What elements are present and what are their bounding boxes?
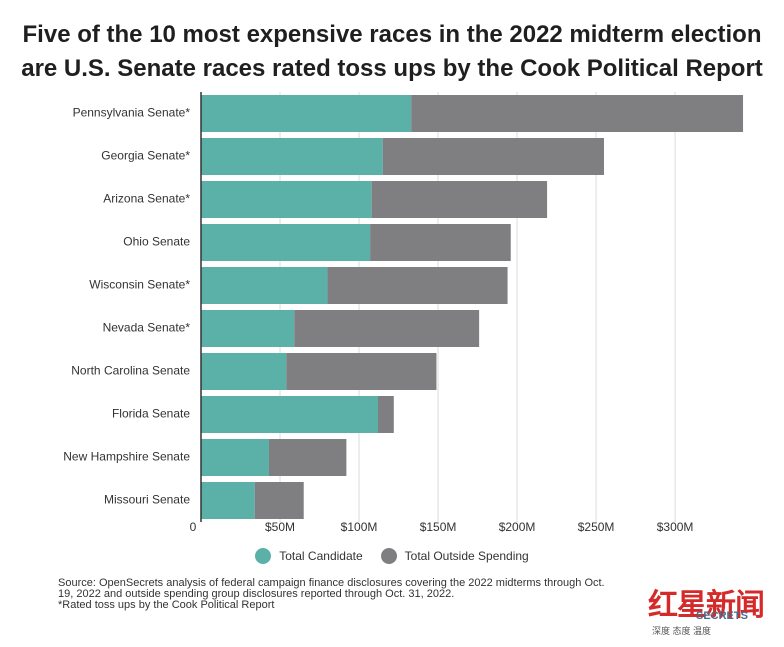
bar-total-outside-spending (370, 224, 511, 261)
bar-total-outside-spending (382, 138, 604, 175)
x-tick-label: $300M (657, 520, 694, 534)
category-label: Arizona Senate* (103, 192, 190, 206)
category-label: New Hampshire Senate (63, 450, 190, 464)
legend-label-candidate: Total Candidate (279, 549, 363, 563)
category-label: North Carolina Senate (71, 364, 190, 378)
category-label: Missouri Senate (104, 493, 190, 507)
title-line-1: Five of the 10 most expensive races in t… (22, 21, 762, 48)
category-label: Nevada Senate* (103, 321, 191, 335)
bar-total-outside-spending (254, 482, 304, 519)
bars (201, 95, 744, 519)
source-note: Source: OpenSecrets analysis of federal … (58, 578, 658, 611)
x-tick-label: $50M (265, 520, 295, 534)
category-label: Pennsylvania Senate* (73, 106, 191, 120)
legend-item-candidate: Total Candidate (255, 548, 363, 564)
watermark-logo: 红星新闻 SECRETS 深度 态度 温度 (648, 580, 778, 638)
bar-total-outside-spending (377, 396, 394, 433)
legend-swatch-outside (380, 548, 397, 564)
bar-total-candidate (201, 95, 412, 132)
bar-total-candidate (201, 482, 255, 519)
legend-swatch-candidate (255, 548, 272, 564)
x-tick-label: $100M (341, 520, 378, 534)
legend: Total Candidate Total Outside Spending (0, 548, 784, 564)
x-tick-label: 0 (190, 520, 197, 534)
category-label: Ohio Senate (123, 235, 190, 249)
bar-total-outside-spending (327, 267, 508, 304)
category-label: Georgia Senate* (101, 149, 190, 163)
chart-title: Five of the 10 most expensive races in t… (0, 18, 784, 86)
x-tick-labels: 0 $50M $100M $150M $200M $250M $300M (190, 520, 694, 534)
category-label: Florida Senate (112, 407, 190, 421)
category-labels: Pennsylvania Senate* Georgia Senate* Arizo… (63, 106, 190, 507)
source-line-2: 19, 2022 and outside spending group disc… (58, 588, 455, 600)
x-tick-label: $250M (578, 520, 615, 534)
bar-total-outside-spending (286, 353, 437, 390)
category-label: Wisconsin Senate* (89, 278, 190, 292)
bar-total-candidate (201, 439, 269, 476)
legend-label-outside: Total Outside Spending (404, 549, 529, 563)
bar-total-outside-spending (371, 181, 548, 218)
bar-total-candidate (201, 224, 371, 261)
legend-item-outside: Total Outside Spending (380, 548, 529, 564)
bar-total-candidate (201, 353, 287, 390)
bar-chart: Pennsylvania Senate* Georgia Senate* Arizo… (63, 92, 744, 534)
x-tick-label: $150M (420, 520, 457, 534)
bar-total-outside-spending (294, 310, 480, 347)
title-line-2: are U.S. Senate races rated toss ups by … (21, 55, 763, 82)
bar-total-candidate (201, 310, 295, 347)
watermark-sub-text: 深度 态度 温度 (652, 626, 712, 636)
bar-total-outside-spending (268, 439, 347, 476)
bar-total-candidate (201, 267, 328, 304)
watermark-main-text: 红星新闻 (648, 588, 765, 623)
bar-total-outside-spending (411, 95, 744, 132)
bar-total-candidate (201, 396, 378, 433)
watermark-secrets-text: SECRETS (696, 610, 748, 622)
source-line-1: Source: OpenSecrets analysis of federal … (58, 577, 605, 589)
source-line-3: *Rated toss ups by the Cook Political Re… (58, 599, 275, 611)
bar-total-candidate (201, 181, 372, 218)
x-tick-label: $200M (499, 520, 536, 534)
bar-total-candidate (201, 138, 383, 175)
